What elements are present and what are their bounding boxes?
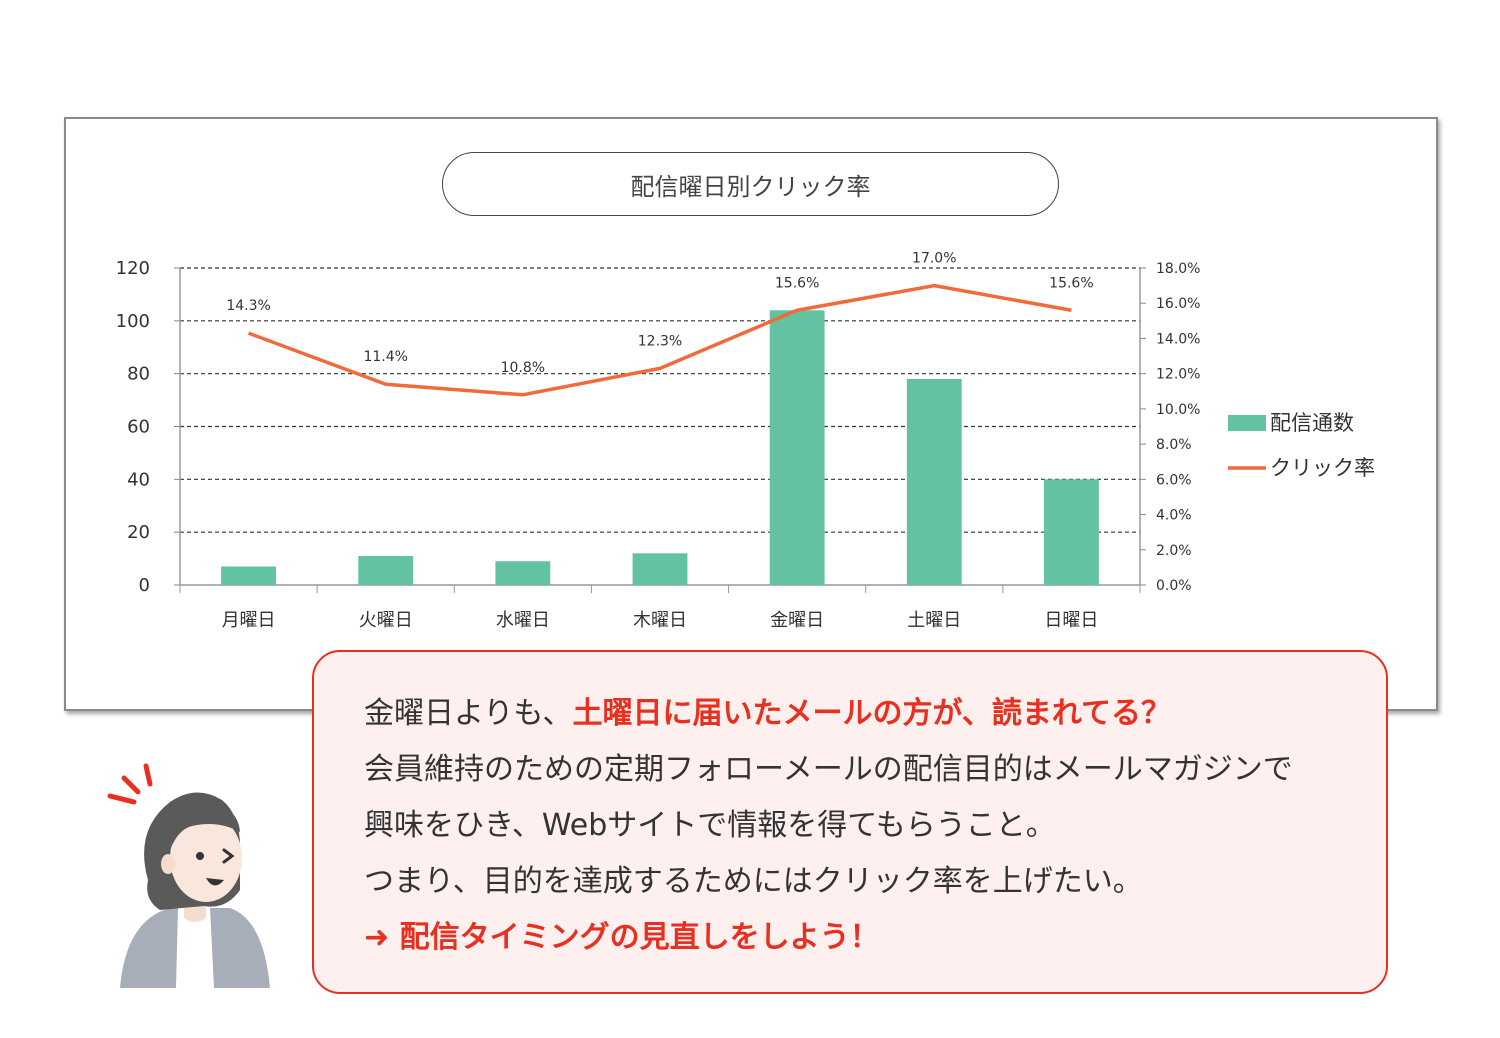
y-left-tick-label: 80: [127, 364, 150, 385]
y-left-tick-label: 100: [116, 311, 150, 332]
bar-0: [221, 566, 276, 585]
y-right-tick-label: 16.0%: [1156, 296, 1200, 312]
x-tick-label: 日曜日: [1044, 610, 1098, 631]
y-right-tick-label: 4.0%: [1156, 508, 1192, 524]
data-label: 15.6%: [775, 275, 819, 291]
data-label: 15.6%: [1049, 275, 1093, 291]
message-call-to-action: ➜ 配信タイミングの見直しをしよう！: [364, 920, 880, 955]
message-line-1-emphasis: 土曜日に届いたメールの方が、読まれてる？: [572, 696, 1172, 731]
chart-canvas: 0 20 40 60 80 100 120 0.0% 2.0% 4.0% 6.0% 8.0% 10.0%…: [116, 251, 1375, 631]
y-left-tick-label: 20: [127, 522, 150, 543]
bar-3: [632, 553, 688, 585]
x-tick-label: 月曜日: [222, 610, 276, 631]
x-tick-label: 金曜日: [770, 610, 824, 631]
x-tick-label: 木曜日: [633, 610, 687, 631]
y-right-tick-label: 0.0%: [1156, 578, 1192, 594]
legend-bar-swatch: [1228, 415, 1266, 431]
bar-5: [906, 378, 962, 585]
chart-title: 配信曜日別クリック率: [442, 152, 1059, 216]
bar-1: [358, 555, 414, 585]
message-line-3: 興味をひき、Webサイトで情報を得てもらうこと。: [364, 808, 1056, 843]
data-label: 12.3%: [638, 333, 682, 349]
y-left-tick-label: 0: [139, 575, 150, 596]
data-label: 11.4%: [363, 349, 407, 365]
y-right-tick-label: 2.0%: [1156, 543, 1192, 559]
message-line-1: 金曜日よりも、土曜日に届いたメールの方が、読まれてる？: [364, 686, 1386, 742]
y-right-tick-label: 18.0%: [1156, 261, 1200, 277]
legend-line-label: クリック率: [1270, 456, 1375, 480]
legend-bar-label: 配信通数: [1270, 411, 1354, 435]
bar-6: [1044, 479, 1099, 585]
data-label: 10.8%: [501, 360, 545, 376]
bar-2: [495, 561, 551, 585]
chart-panel: [64, 117, 1438, 711]
data-label: 14.3%: [226, 298, 270, 314]
y-right-tick-label: 14.0%: [1156, 331, 1200, 347]
y-right-tick-label: 8.0%: [1156, 437, 1192, 453]
speech-bubble: 金曜日よりも、土曜日に届いたメールの方が、読まれてる？ 会員維持のための定期フォ…: [312, 650, 1388, 994]
x-tick-label: 火曜日: [359, 610, 413, 631]
y-left-tick-label: 120: [116, 258, 150, 279]
y-right-tick-label: 12.0%: [1156, 367, 1200, 383]
bar-4: [769, 310, 825, 585]
data-label: 17.0%: [912, 251, 956, 267]
y-right-tick-label: 10.0%: [1156, 402, 1200, 418]
y-right-tick-label: 6.0%: [1156, 472, 1192, 488]
y-left-tick-label: 40: [127, 469, 150, 490]
message-line-4: つまり、目的を達成するためにはクリック率を上げたい。: [364, 864, 1143, 899]
y-left-tick-label: 60: [127, 417, 150, 438]
message-line-2: 会員維持のための定期フォローメールの配信目的はメールマガジンで: [364, 752, 1293, 787]
x-tick-label: 水曜日: [496, 610, 550, 631]
woman-avatar-icon: [100, 760, 280, 990]
message-line-1-prefix: 金曜日よりも、: [364, 696, 573, 731]
x-tick-label: 土曜日: [907, 610, 961, 631]
